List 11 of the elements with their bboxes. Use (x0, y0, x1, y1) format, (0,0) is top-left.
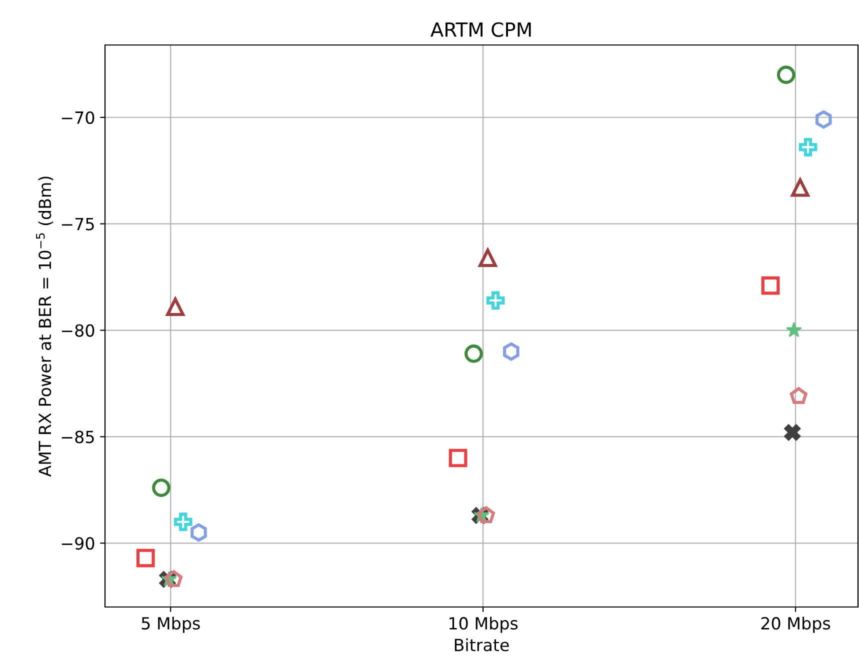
y-axis-title: AMT RX Power at BER = 10$^{−5}$ (dBm) (36, 176, 54, 477)
y-tick-label: −75 (62, 218, 94, 230)
y-tick-label: −90 (62, 537, 94, 550)
x-tick-label: 5 Mbps (142, 616, 200, 633)
x-axis-title: Bitrate (454, 638, 509, 652)
chart-title: ARTM CPM (430, 22, 531, 37)
y-tick-label: −80 (62, 324, 94, 337)
y-tick-label: −85 (62, 430, 94, 444)
x-tick-label: 10 Mbps (450, 616, 518, 633)
x-tick-label: 20 Mbps (761, 616, 830, 633)
y-tick-label: −70 (62, 111, 94, 124)
